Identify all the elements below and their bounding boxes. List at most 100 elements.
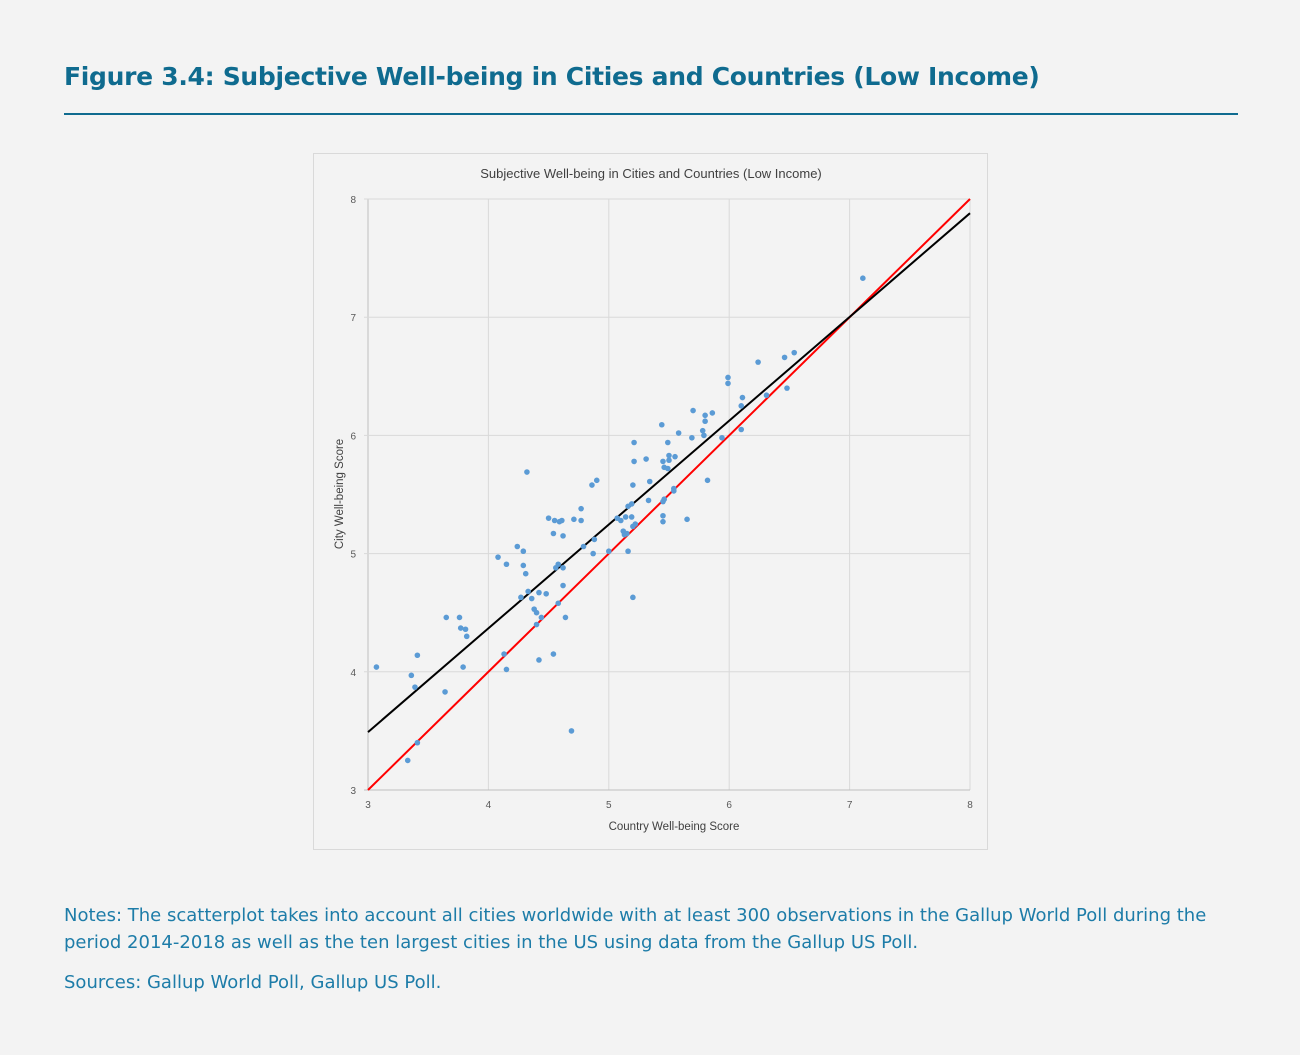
data-point — [559, 517, 565, 524]
chart-container: Subjective Well-being in Cities and Coun… — [313, 153, 988, 850]
data-point — [666, 452, 672, 459]
data-point — [457, 625, 464, 631]
y-tick-label: 5 — [350, 550, 356, 561]
data-point — [660, 458, 666, 465]
data-point — [618, 517, 624, 524]
data-point — [630, 482, 636, 488]
data-point — [631, 439, 637, 446]
data-point — [738, 403, 745, 409]
data-point — [551, 517, 558, 524]
data-point — [560, 533, 566, 539]
data-point — [719, 434, 725, 441]
data-point — [709, 410, 716, 416]
data-point — [580, 543, 587, 550]
data-point — [671, 485, 677, 492]
data-point — [643, 456, 649, 462]
data-point — [591, 536, 598, 543]
y-tick-label: 6 — [350, 431, 356, 442]
y-tick-label: 3 — [350, 786, 356, 797]
data-point — [689, 434, 695, 441]
data-point — [545, 515, 552, 521]
data-point — [624, 530, 630, 537]
data-point — [684, 516, 690, 523]
data-point — [503, 561, 510, 568]
data-point — [536, 589, 542, 596]
data-point — [661, 496, 667, 503]
data-point — [658, 421, 665, 428]
x-tick-label: 4 — [486, 800, 492, 811]
data-point — [462, 626, 469, 633]
data-point — [443, 614, 450, 621]
data-point — [522, 570, 529, 577]
data-point — [518, 594, 524, 601]
data-point — [660, 512, 666, 519]
data-point — [533, 609, 540, 616]
data-point — [463, 633, 470, 640]
trend-line — [367, 212, 971, 733]
data-point — [528, 595, 535, 602]
data-point — [630, 594, 636, 601]
data-point — [702, 418, 708, 425]
data-point — [725, 374, 731, 381]
data-point — [791, 349, 798, 356]
data-point — [666, 457, 672, 464]
data-point — [578, 505, 584, 512]
data-point — [660, 518, 666, 525]
y-axis-label: City Well-being Score — [334, 439, 346, 549]
data-point — [520, 548, 527, 555]
data-point — [738, 426, 745, 433]
data-point — [625, 548, 631, 555]
y-tick-label: 4 — [350, 668, 356, 679]
y-tick-label: 8 — [350, 195, 356, 206]
data-point — [414, 652, 421, 659]
data-point — [690, 407, 696, 414]
data-point — [701, 432, 707, 439]
data-point — [520, 562, 527, 569]
data-point — [628, 514, 635, 520]
data-point — [460, 664, 466, 670]
data-point — [560, 564, 566, 571]
data-point — [404, 757, 411, 764]
data-point — [645, 497, 652, 504]
data-point — [725, 380, 731, 387]
data-point — [860, 275, 866, 281]
data-point — [622, 514, 629, 520]
data-point — [562, 614, 569, 621]
data-point — [524, 469, 530, 475]
x-tick-label: 3 — [365, 800, 371, 811]
data-point — [408, 672, 415, 679]
data-point — [578, 517, 584, 524]
data-point — [631, 458, 637, 465]
data-point — [568, 728, 575, 734]
chart-title: Subjective Well-being in Cities and Coun… — [480, 166, 822, 181]
data-point — [555, 600, 562, 607]
x-tick-label: 7 — [847, 800, 853, 811]
data-point — [414, 739, 421, 746]
data-point — [495, 554, 501, 560]
figure-notes: Notes: The scatterplot takes into accoun… — [64, 905, 1207, 953]
data-point — [589, 482, 595, 488]
data-point — [514, 543, 521, 550]
data-point — [555, 561, 562, 568]
data-point — [442, 689, 448, 695]
x-tick-label: 6 — [726, 800, 732, 811]
figure-title: Figure 3.4: Subjective Well-being in Cit… — [64, 62, 1040, 91]
data-point — [560, 582, 566, 589]
data-point — [590, 550, 596, 557]
data-point — [412, 684, 418, 690]
data-point — [784, 385, 790, 391]
data-point — [632, 521, 639, 527]
data-point — [525, 588, 531, 595]
data-point — [606, 548, 612, 555]
data-point — [702, 412, 708, 419]
figure-sources: Sources: Gallup World Poll, Gallup US Po… — [64, 972, 442, 993]
data-point — [675, 430, 682, 436]
data-point — [538, 614, 545, 621]
data-point — [456, 614, 463, 621]
data-point — [763, 392, 770, 399]
data-point — [550, 651, 557, 657]
data-point — [646, 478, 653, 485]
data-point — [664, 465, 671, 472]
data-point — [699, 427, 706, 434]
data-point — [550, 530, 557, 537]
